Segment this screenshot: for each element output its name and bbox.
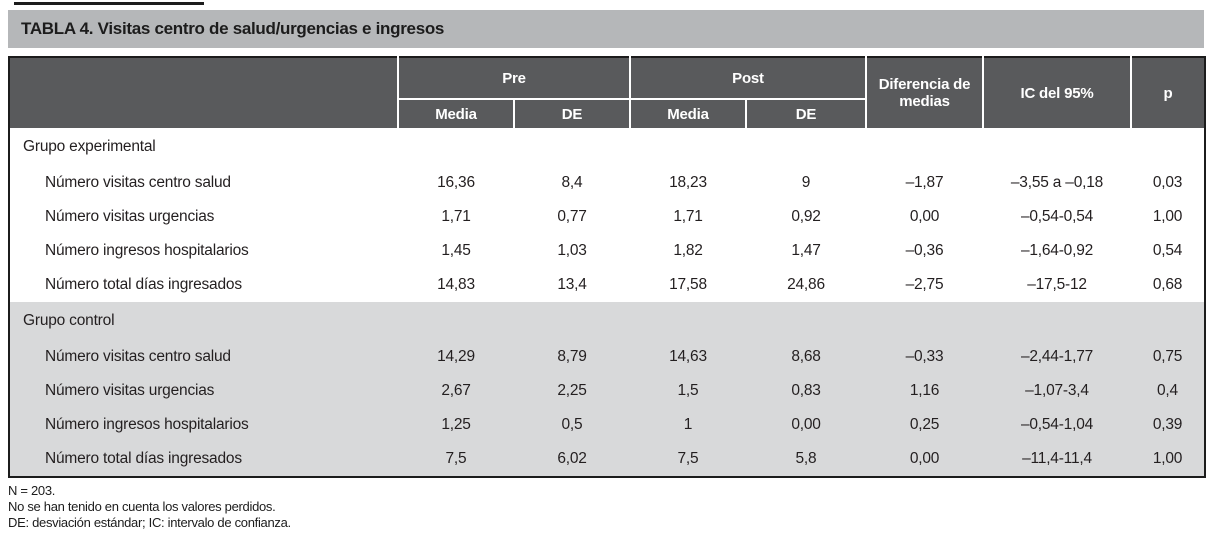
cell-pre-media: 16,36 <box>437 174 475 191</box>
footnote-missing-values: No se han tenido en cuenta los valores p… <box>8 499 276 514</box>
header-pre-de: DE <box>513 98 630 128</box>
cell-diff: –0,33 <box>866 340 983 374</box>
table-row: Número ingresos hospitalarios 1,25 0,5 1 0,0… <box>9 408 1205 442</box>
cell-post-de: 0,92 <box>791 208 821 225</box>
cell-pre-media: 1,45 <box>441 242 471 259</box>
row-label: Número total días ingresados <box>9 442 398 477</box>
cell-diff: 0,00 <box>866 442 983 477</box>
table-row: Número total días ingresados 14,83 13,4 17,… <box>9 268 1205 302</box>
table-row: Número visitas urgencias 2,67 2,25 1,5 0,83 1… <box>9 374 1205 408</box>
footnote-n: N = 203. <box>8 483 56 498</box>
cell-post-media: 1,5 <box>630 374 746 408</box>
cell-p: 1,00 <box>1152 208 1183 225</box>
row-label: Número total días ingresados <box>45 276 242 293</box>
cell-pre-de: 0,5 <box>514 408 630 442</box>
cell-diff: 0,00 <box>909 208 940 225</box>
cell-p: 0,03 <box>1152 174 1183 191</box>
top-rule <box>14 2 204 5</box>
cell-ic: –11,4-11,4 <box>983 442 1131 477</box>
cell-p: 0,39 <box>1131 408 1205 442</box>
cell-diff: 0,25 <box>866 408 983 442</box>
cell-pre-media: 1,25 <box>398 408 514 442</box>
row-label: Número ingresos hospitalarios <box>9 408 398 442</box>
cell-pre-de: 2,25 <box>514 374 630 408</box>
cell-pre-media: 2,67 <box>398 374 514 408</box>
cell-diff: –0,36 <box>905 242 944 259</box>
cell-post-de: 24,86 <box>787 276 825 293</box>
group-label: Grupo experimental <box>23 138 156 155</box>
cell-pre-media: 7,5 <box>398 442 514 477</box>
header-post-de: DE <box>745 98 866 128</box>
footnotes: N = 203. No se han tenido en cuenta los … <box>8 483 291 531</box>
header-pre-media: Media <box>397 98 514 128</box>
table-row: Número visitas urgencias 1,71 0,77 1,71 0,92… <box>9 200 1205 234</box>
cell-pre-media: 14,83 <box>437 276 475 293</box>
cell-p: 1,00 <box>1131 442 1205 477</box>
header-diferencia-de-medias: Diferencia de medias <box>865 57 983 128</box>
cell-pre-media: 14,29 <box>398 340 514 374</box>
cell-post-media: 7,5 <box>630 442 746 477</box>
row-label: Número visitas urgencias <box>9 374 398 408</box>
row-label: Número ingresos hospitalarios <box>45 242 249 259</box>
table-title-bar: TABLA 4. Visitas centro de salud/urgenci… <box>8 10 1204 48</box>
cell-pre-de: 8,79 <box>514 340 630 374</box>
group-label: Grupo control <box>9 302 1205 340</box>
cell-diff: –1,87 <box>905 174 944 191</box>
cell-p: 0,68 <box>1152 276 1183 293</box>
cell-post-de: 0,83 <box>746 374 866 408</box>
header-post-media: Media <box>629 98 746 128</box>
cell-post-media: 1,71 <box>673 208 703 225</box>
header-pre: Pre <box>397 57 630 99</box>
header-ic-95: IC del 95% <box>982 57 1131 128</box>
cell-pre-de: 6,02 <box>514 442 630 477</box>
row-label: Número visitas centro salud <box>45 174 231 191</box>
header-empty-cell <box>9 57 398 128</box>
table-row: Número total días ingresados 7,5 6,02 7,5 5,… <box>9 442 1205 477</box>
data-table: Pre Post Diferencia de medias IC del 95%… <box>8 56 1206 478</box>
cell-ic: –1,64-0,92 <box>1020 242 1094 259</box>
cell-ic: –0,54-0,54 <box>1020 208 1094 225</box>
group-header-row: Grupo control <box>9 302 1205 340</box>
cell-pre-de: 8,4 <box>561 174 583 191</box>
cell-post-media: 1 <box>630 408 746 442</box>
cell-p: 0,75 <box>1131 340 1205 374</box>
cell-post-media: 1,82 <box>673 242 703 259</box>
cell-pre-de: 13,4 <box>557 276 587 293</box>
cell-pre-media: 1,71 <box>441 208 471 225</box>
cell-ic: –17,5-12 <box>1027 276 1087 293</box>
table-body: Grupo experimental Número visitas centro … <box>9 128 1205 477</box>
header-post: Post <box>629 57 866 99</box>
cell-pre-de: 0,77 <box>557 208 587 225</box>
header-p: p <box>1130 57 1205 128</box>
row-label: Número visitas centro salud <box>9 340 398 374</box>
cell-post-de: 9 <box>801 174 811 191</box>
table-row: Número visitas centro salud 16,36 8,4 18,23… <box>9 166 1205 200</box>
cell-pre-de: 1,03 <box>557 242 587 259</box>
cell-post-media: 17,58 <box>669 276 707 293</box>
group-header-row: Grupo experimental <box>9 128 1205 166</box>
footnote-abbreviations: DE: desviación estándar; IC: intervalo d… <box>8 515 291 530</box>
cell-diff: 1,16 <box>866 374 983 408</box>
cell-diff: –2,75 <box>905 276 944 293</box>
table-title: TABLA 4. Visitas centro de salud/urgenci… <box>21 19 445 38</box>
cell-p: 0,54 <box>1152 242 1183 259</box>
cell-ic: –3,55 a –0,18 <box>1010 174 1104 191</box>
row-label: Número visitas urgencias <box>45 208 215 225</box>
cell-post-de: 5,8 <box>746 442 866 477</box>
cell-ic: –1,07-3,4 <box>983 374 1131 408</box>
cell-post-media: 14,63 <box>630 340 746 374</box>
cell-post-media: 18,23 <box>669 174 707 191</box>
cell-p: 0,4 <box>1131 374 1205 408</box>
table-header: Pre Post Diferencia de medias IC del 95%… <box>9 57 1205 128</box>
cell-post-de: 1,47 <box>791 242 821 259</box>
cell-post-de: 8,68 <box>746 340 866 374</box>
table-row: Número ingresos hospitalarios 1,45 1,03 1,8… <box>9 234 1205 268</box>
cell-post-de: 0,00 <box>746 408 866 442</box>
cell-ic: –2,44-1,77 <box>983 340 1131 374</box>
table-row: Número visitas centro salud 14,29 8,79 14,6… <box>9 340 1205 374</box>
cell-ic: –0,54-1,04 <box>983 408 1131 442</box>
